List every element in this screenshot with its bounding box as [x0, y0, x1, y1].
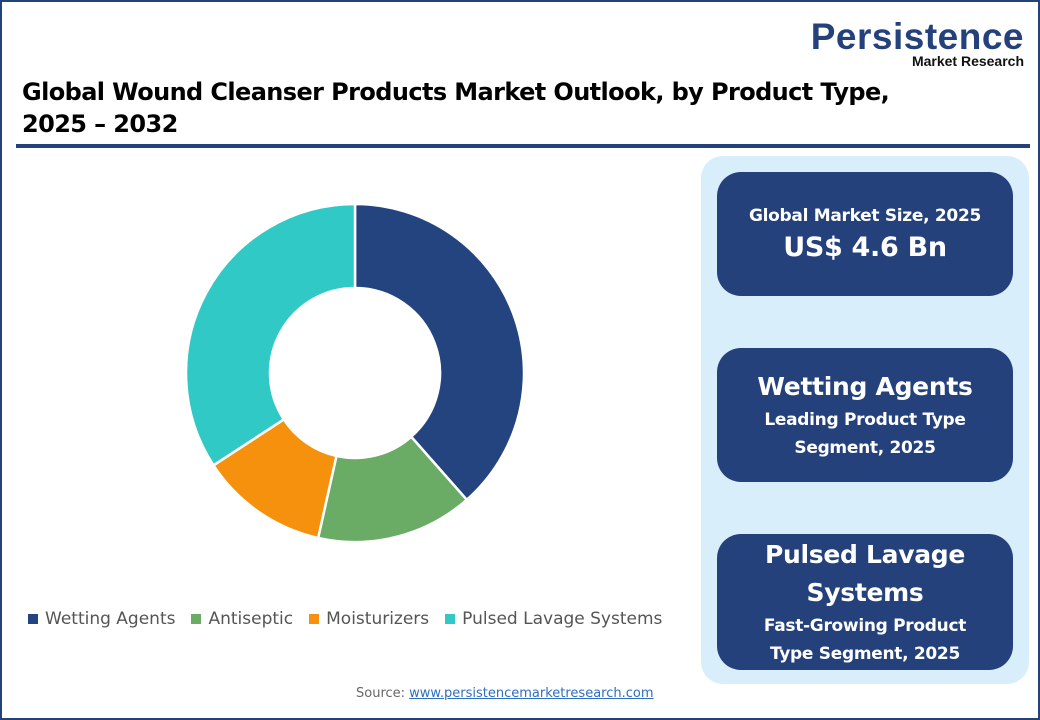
fastest-segment-line2: Type Segment, 2025 — [770, 644, 960, 664]
legend-label: Wetting Agents — [45, 609, 176, 629]
brand-subtitle: Market Research — [911, 53, 1024, 69]
page-title: Global Wound Cleanser Products Market Ou… — [22, 76, 890, 140]
legend-swatch-icon — [28, 614, 38, 624]
legend-label: Antiseptic — [208, 609, 294, 629]
legend-swatch-icon — [445, 614, 456, 624]
legend-swatch-icon — [309, 614, 320, 624]
brand-name: Persistence — [810, 16, 1024, 57]
donut-slice-pulsed-lavage-systems — [184, 202, 357, 468]
legend-label: Pulsed Lavage Systems — [462, 609, 663, 629]
donut-chart — [184, 202, 526, 544]
title-line-2: 2025 – 2032 — [22, 110, 178, 138]
market-size-value: US$ 4.6 Bn — [783, 232, 947, 263]
leading-segment-line2: Segment, 2025 — [794, 438, 936, 458]
source-label: Source: — [356, 686, 406, 701]
fastest-segment-name-1: Pulsed Lavage — [764, 540, 966, 569]
chart-legend: Wetting Agents Antiseptic Moisturizers Puls… — [28, 609, 678, 629]
brand-logo: Persistence Market Research — [810, 16, 1024, 69]
source-note: Source: www.persistencemarketresearch.co… — [356, 686, 654, 701]
leading-segment-card: Wetting Agents Leading Product Type Segm… — [717, 348, 1013, 482]
leading-segment-line1: Leading Product Type — [764, 410, 966, 430]
legend-swatch-icon — [191, 614, 202, 624]
leading-segment-name: Wetting Agents — [757, 372, 973, 401]
key-stats-panel: Global Market Size, 2025 US$ 4.6 Bn Wett… — [701, 156, 1029, 684]
title-line-1: Global Wound Cleanser Products Market Ou… — [22, 78, 890, 106]
legend-item-pulsed-lavage-systems: Pulsed Lavage Systems — [445, 609, 662, 629]
market-size-label: Global Market Size, 2025 — [748, 206, 982, 226]
legend-label: Moisturizers — [326, 609, 430, 629]
fastest-segment-card: Pulsed Lavage Systems Fast-Growing Produ… — [717, 534, 1013, 670]
source-link[interactable]: www.persistencemarketresearch.com — [409, 686, 654, 701]
title-divider — [16, 144, 1030, 148]
donut-slice-wetting-agents — [353, 202, 526, 502]
legend-item-antiseptic: Antiseptic — [191, 609, 293, 629]
fastest-segment-name-2: Systems — [806, 578, 924, 607]
market-size-card: Global Market Size, 2025 US$ 4.6 Bn — [717, 172, 1013, 296]
fastest-segment-line1: Fast-Growing Product — [763, 616, 967, 636]
legend-item-wetting-agents: Wetting Agents — [28, 609, 175, 629]
legend-item-moisturizers: Moisturizers — [309, 609, 429, 629]
